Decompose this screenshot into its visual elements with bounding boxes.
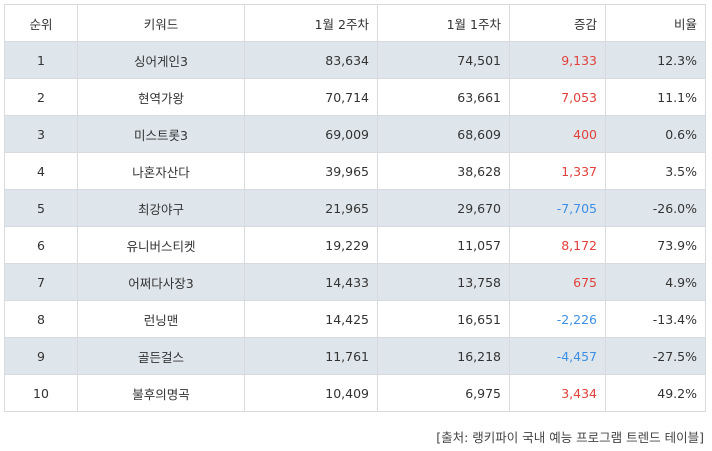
cell-ratio: -26.0%	[605, 189, 706, 227]
cell-week2: 11,761	[244, 337, 378, 375]
header-week1: 1월 1주차	[377, 4, 510, 42]
cell-keyword: 미스트롯3	[77, 115, 245, 153]
cell-rank: 10	[4, 374, 78, 412]
cell-week1: 16,218	[377, 337, 510, 375]
cell-week2: 83,634	[244, 41, 378, 79]
table-row: 6 유니버스티켓 19,229 11,057 8,172 73.9%	[4, 226, 706, 264]
table-row: 7 어쩌다사장3 14,433 13,758 675 4.9%	[4, 263, 706, 301]
cell-rank: 4	[4, 152, 78, 190]
table-row: 8 런닝맨 14,425 16,651 -2,226 -13.4%	[4, 300, 706, 338]
header-change: 증감	[509, 4, 606, 42]
ranking-table: 순위 키워드 1월 2주차 1월 1주차 증감 비율 1 싱어게인3 83,634 7…	[4, 4, 706, 412]
cell-change: 1,337	[509, 152, 606, 190]
cell-change: 3,434	[509, 374, 606, 412]
table-body: 1 싱어게인3 83,634 74,501 9,133 12.3% 2 현역가왕 70,714 6…	[4, 41, 706, 412]
cell-week2: 70,714	[244, 78, 378, 116]
cell-ratio: 12.3%	[605, 41, 706, 79]
cell-change: 7,053	[509, 78, 606, 116]
table-row: 1 싱어게인3 83,634 74,501 9,133 12.3%	[4, 41, 706, 79]
cell-rank: 6	[4, 226, 78, 264]
cell-week1: 74,501	[377, 41, 510, 79]
cell-ratio: 0.6%	[605, 115, 706, 153]
cell-change: -2,226	[509, 300, 606, 338]
header-ratio: 비율	[605, 4, 706, 42]
cell-rank: 2	[4, 78, 78, 116]
cell-week1: 13,758	[377, 263, 510, 301]
cell-ratio: 11.1%	[605, 78, 706, 116]
cell-rank: 8	[4, 300, 78, 338]
cell-week1: 29,670	[377, 189, 510, 227]
cell-change: -4,457	[509, 337, 606, 375]
cell-week1: 38,628	[377, 152, 510, 190]
cell-keyword: 나혼자산다	[77, 152, 245, 190]
cell-change: -7,705	[509, 189, 606, 227]
cell-ratio: 49.2%	[605, 374, 706, 412]
table-row: 5 최강야구 21,965 29,670 -7,705 -26.0%	[4, 189, 706, 227]
cell-change: 675	[509, 263, 606, 301]
cell-rank: 3	[4, 115, 78, 153]
cell-keyword: 런닝맨	[77, 300, 245, 338]
table-row: 10 불후의명곡 10,409 6,975 3,434 49.2%	[4, 374, 706, 412]
table-row: 4 나혼자산다 39,965 38,628 1,337 3.5%	[4, 152, 706, 190]
table-header: 순위 키워드 1월 2주차 1월 1주차 증감 비율	[4, 4, 706, 42]
cell-keyword: 어쩌다사장3	[77, 263, 245, 301]
cell-change: 8,172	[509, 226, 606, 264]
header-row: 순위 키워드 1월 2주차 1월 1주차 증감 비율	[4, 4, 706, 42]
cell-keyword: 불후의명곡	[77, 374, 245, 412]
cell-keyword: 최강야구	[77, 189, 245, 227]
source-note: [출처: 랭키파이 국내 예능 프로그램 트렌드 테이블]	[436, 430, 704, 445]
cell-week2: 69,009	[244, 115, 378, 153]
cell-change: 400	[509, 115, 606, 153]
cell-week1: 63,661	[377, 78, 510, 116]
cell-week1: 16,651	[377, 300, 510, 338]
cell-week2: 19,229	[244, 226, 378, 264]
cell-week2: 14,433	[244, 263, 378, 301]
cell-rank: 1	[4, 41, 78, 79]
cell-rank: 9	[4, 337, 78, 375]
cell-ratio: 73.9%	[605, 226, 706, 264]
cell-week2: 10,409	[244, 374, 378, 412]
cell-week2: 14,425	[244, 300, 378, 338]
header-keyword: 키워드	[77, 4, 245, 42]
cell-keyword: 현역가왕	[77, 78, 245, 116]
cell-ratio: 4.9%	[605, 263, 706, 301]
cell-rank: 5	[4, 189, 78, 227]
cell-keyword: 골든걸스	[77, 337, 245, 375]
cell-rank: 7	[4, 263, 78, 301]
cell-week2: 21,965	[244, 189, 378, 227]
cell-week1: 6,975	[377, 374, 510, 412]
cell-week1: 11,057	[377, 226, 510, 264]
cell-ratio: -27.5%	[605, 337, 706, 375]
table-row: 3 미스트롯3 69,009 68,609 400 0.6%	[4, 115, 706, 153]
cell-week2: 39,965	[244, 152, 378, 190]
cell-keyword: 유니버스티켓	[77, 226, 245, 264]
cell-keyword: 싱어게인3	[77, 41, 245, 79]
cell-ratio: -13.4%	[605, 300, 706, 338]
table-row: 9 골든걸스 11,761 16,218 -4,457 -27.5%	[4, 337, 706, 375]
table-row: 2 현역가왕 70,714 63,661 7,053 11.1%	[4, 78, 706, 116]
header-week2: 1월 2주차	[244, 4, 378, 42]
cell-week1: 68,609	[377, 115, 510, 153]
cell-change: 9,133	[509, 41, 606, 79]
header-rank: 순위	[4, 4, 78, 42]
cell-ratio: 3.5%	[605, 152, 706, 190]
